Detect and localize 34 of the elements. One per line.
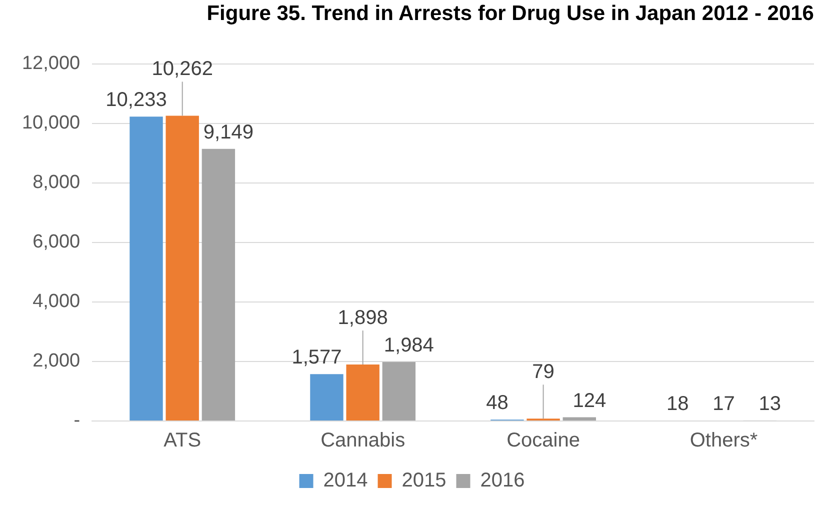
data-label: 18 bbox=[666, 392, 689, 415]
chart-title: Figure 35. Trend in Arrests for Drug Use in Japan 2012 - 2016 bbox=[206, 2, 815, 26]
bar bbox=[166, 116, 199, 420]
data-label: 10,262 bbox=[152, 58, 213, 80]
bar bbox=[382, 362, 416, 420]
data-label: 79 bbox=[532, 361, 554, 384]
legend-label: 2016 bbox=[480, 470, 525, 492]
data-label: 1,577 bbox=[292, 346, 342, 369]
bar bbox=[346, 364, 380, 420]
legend-label: 2014 bbox=[323, 470, 368, 492]
bar bbox=[310, 374, 344, 420]
data-label: 10,233 bbox=[106, 89, 167, 112]
bar bbox=[562, 417, 596, 420]
data-label: 124 bbox=[572, 390, 606, 412]
data-label: 1,984 bbox=[384, 334, 434, 356]
y-tick-label: 12,000 bbox=[22, 53, 80, 74]
x-tick-label: ATS bbox=[164, 430, 202, 452]
legend-label: 2015 bbox=[402, 470, 446, 492]
data-label: 13 bbox=[758, 393, 781, 416]
data-label: 48 bbox=[486, 392, 508, 414]
bar bbox=[202, 148, 236, 420]
data-label: 9,149 bbox=[203, 121, 254, 144]
data-label: 1,898 bbox=[338, 307, 388, 330]
x-tick-label: Others* bbox=[690, 430, 758, 452]
y-tick-label: 10,000 bbox=[22, 112, 80, 134]
y-tick-label: 8,000 bbox=[32, 172, 80, 194]
y-tick-label: 6,000 bbox=[32, 232, 80, 253]
x-tick-label: Cannabis bbox=[320, 430, 406, 452]
bar bbox=[130, 116, 163, 420]
y-tick-label: 2,000 bbox=[32, 350, 80, 372]
y-tick-label: - bbox=[74, 410, 80, 432]
y-tick-label: 4,000 bbox=[32, 291, 80, 312]
x-tick-label: Cocaine bbox=[506, 430, 580, 452]
data-label: 17 bbox=[712, 393, 735, 416]
